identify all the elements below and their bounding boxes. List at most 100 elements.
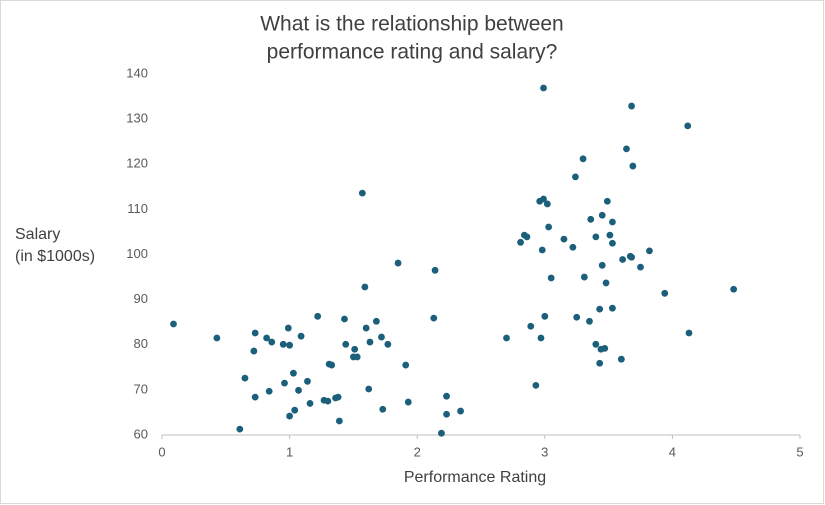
scatter-point	[334, 393, 342, 401]
x-tick-label: 5	[796, 444, 803, 459]
scatter-point	[572, 173, 579, 181]
scatter-point	[538, 246, 546, 254]
x-axis-label: Performance Rating	[404, 469, 546, 486]
scatter-point	[540, 195, 547, 203]
scatter-point	[335, 417, 343, 425]
scatter-point	[362, 324, 370, 332]
scatter-point	[628, 102, 635, 110]
chart-title: What is the relationship between	[260, 13, 564, 36]
scatter-point	[351, 345, 359, 353]
scatter-point	[609, 304, 616, 312]
scatter-point	[290, 369, 297, 377]
scatter-point	[457, 407, 464, 415]
scatter-point	[297, 332, 305, 340]
scatter-point	[265, 387, 273, 395]
scatter-point	[241, 374, 249, 382]
scatter-point	[540, 84, 547, 92]
x-tick-label: 2	[414, 444, 421, 459]
scatter-point	[596, 305, 604, 313]
y-tick-label: 80	[134, 336, 148, 351]
scatter-point	[306, 400, 314, 407]
scatter-point	[617, 355, 625, 363]
scatter-point	[592, 233, 600, 241]
scatter-point	[623, 145, 630, 153]
scatter-point	[341, 315, 348, 323]
scatter-point	[523, 233, 531, 241]
x-tick-label: 3	[541, 444, 548, 459]
scatter-point	[503, 334, 510, 342]
scatter-point	[358, 189, 366, 197]
scatter-point	[404, 398, 412, 406]
scatter-point	[402, 361, 410, 369]
scatter-point	[284, 324, 292, 332]
scatter-point	[569, 243, 577, 251]
chart-title: performance rating and salary?	[267, 41, 558, 64]
scatter-point	[684, 122, 692, 130]
scatter-point	[596, 359, 604, 367]
scatter-point	[304, 377, 311, 385]
scatter-point	[587, 215, 595, 223]
scatter-point	[580, 273, 588, 281]
scatter-point	[560, 235, 568, 243]
scatter-point	[286, 341, 293, 349]
x-tick-label: 1	[286, 444, 293, 459]
scatter-point	[286, 412, 293, 420]
scatter-point	[609, 239, 616, 247]
scatter-point	[628, 253, 635, 261]
scatter-point	[598, 211, 606, 219]
scatter-point	[598, 261, 606, 269]
scatter-point	[547, 274, 555, 282]
scatter-point	[430, 314, 438, 322]
scatter-point	[573, 313, 581, 321]
scatter-point	[353, 353, 361, 361]
y-axis-label: (in $1000s)	[15, 248, 95, 265]
scatter-point	[586, 317, 593, 325]
scatter-point	[263, 334, 271, 342]
scatter-point	[394, 259, 402, 267]
scatter-point	[609, 218, 616, 226]
scatter-point	[251, 329, 259, 337]
scatter-point	[606, 231, 614, 239]
y-tick-label: 100	[126, 246, 148, 261]
scatter-point	[170, 320, 177, 328]
y-axis-label: Salary	[15, 226, 60, 243]
x-tick-label: 0	[158, 444, 165, 459]
y-tick-label: 120	[126, 156, 148, 171]
scatter-point	[365, 385, 373, 393]
scatter-point	[543, 200, 551, 208]
scatter-point	[431, 266, 439, 274]
scatter-point	[619, 256, 627, 263]
scatter-point	[384, 340, 392, 348]
scatter-point	[646, 247, 653, 255]
scatter-point	[291, 406, 299, 414]
scatter-point	[443, 392, 450, 400]
scatter-point	[629, 162, 637, 170]
scatter-point	[279, 340, 287, 348]
scatter-point	[328, 361, 336, 369]
scatter-point	[685, 329, 693, 337]
scatter-point	[372, 317, 380, 325]
scatter-point	[537, 334, 545, 342]
scatter-point	[592, 340, 600, 348]
y-tick-label: 140	[126, 65, 148, 80]
y-tick-label: 90	[134, 291, 148, 306]
scatter-point	[637, 263, 644, 271]
y-tick-label: 110	[127, 201, 148, 216]
scatter-point	[268, 338, 276, 346]
y-tick-label: 130	[126, 111, 148, 126]
scatter-point	[251, 393, 259, 401]
scatter-point	[295, 386, 302, 394]
scatter-point	[517, 238, 524, 246]
scatter-point	[661, 289, 669, 297]
scatter-point	[250, 347, 258, 355]
scatter-point	[324, 397, 332, 405]
x-tick-label: 4	[669, 444, 676, 459]
scatter-point	[545, 223, 553, 231]
scatter-point	[438, 429, 445, 437]
scatter-point	[281, 379, 288, 387]
scatter-point	[314, 312, 322, 320]
scatter-point	[579, 155, 587, 163]
scatter-point	[603, 197, 611, 205]
